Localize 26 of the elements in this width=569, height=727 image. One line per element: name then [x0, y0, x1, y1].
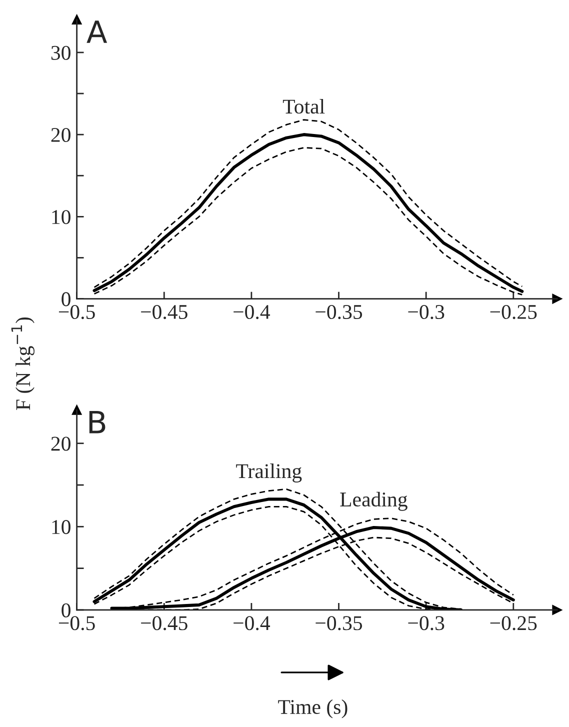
y-tick-label: 0: [62, 292, 70, 306]
series-label: Leading: [340, 492, 408, 511]
x-tick-label: −0.4: [234, 304, 270, 320]
y-tick-label: 20: [51, 436, 70, 451]
y-tick-label: 10: [52, 210, 70, 224]
y-tick-label: 10: [52, 520, 70, 534]
series-label: Trailing: [236, 464, 302, 482]
x-tick-label: −0.3: [408, 304, 444, 320]
x-tick-label: −0.45: [141, 304, 188, 320]
annotation: B: [89, 410, 106, 434]
x-tick-label: −0.35: [316, 616, 362, 630]
x-tick-label: −0.3: [408, 616, 444, 630]
x-tick-label: −0.45: [141, 616, 188, 630]
y-tick-label: 30: [51, 46, 70, 60]
x-tick-label: −0.25: [490, 616, 537, 630]
x-tick-label: −0.4: [234, 616, 270, 630]
y-tick-label: 20: [51, 128, 70, 142]
y-axis-title: F (N kg$^{−1}$): [11, 317, 34, 410]
x-tick-label: −0.5: [58, 616, 95, 630]
x-axis-title: Time (s): [278, 699, 348, 718]
series-label: Total: [282, 99, 325, 114]
y-tick-label: 0: [62, 603, 70, 618]
x-tick-label: −0.5: [58, 304, 95, 320]
x-tick-label: −0.25: [490, 304, 537, 320]
x-tick-label: −0.35: [316, 304, 362, 320]
annotation: A: [86, 20, 108, 43]
